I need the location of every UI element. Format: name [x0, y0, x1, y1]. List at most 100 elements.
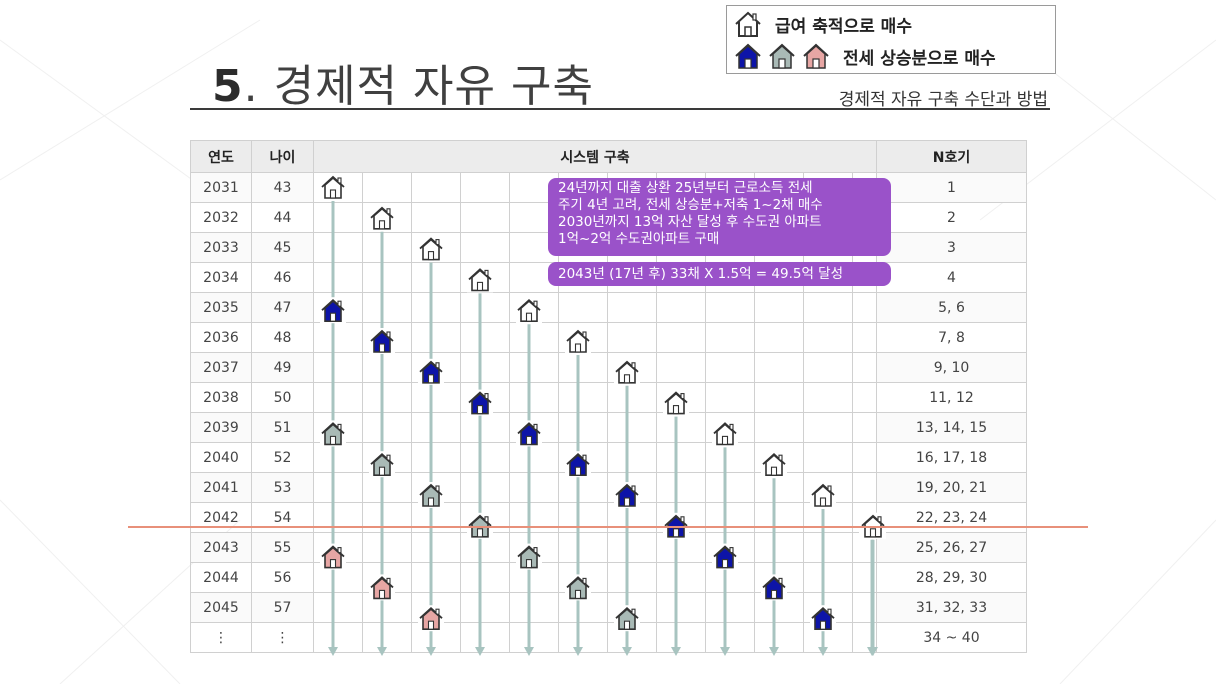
- cell-system: [607, 502, 657, 533]
- cell-year: 2045: [190, 592, 252, 623]
- cell-system: [509, 322, 559, 353]
- header-year: 연도: [190, 140, 252, 173]
- cell-system: [705, 442, 755, 473]
- cell-age: 56: [251, 562, 314, 593]
- cell-year: 2032: [190, 202, 252, 233]
- cell-system: [803, 412, 853, 443]
- cell-year: 2037: [190, 352, 252, 383]
- cell-system: [411, 622, 461, 653]
- cell-system: [852, 412, 877, 443]
- cell-system: [411, 382, 461, 413]
- cell-system: [852, 502, 877, 533]
- cell-system: [558, 412, 608, 443]
- legend-row-salary: 급여 축적으로 매수: [733, 9, 912, 39]
- cell-nth: 4: [876, 262, 1027, 293]
- cell-year: 2036: [190, 322, 252, 353]
- cell-system: [411, 472, 461, 503]
- cell-system: [852, 322, 877, 353]
- cell-system: [362, 262, 412, 293]
- cell-age: 44: [251, 202, 314, 233]
- cell-system: [705, 472, 755, 503]
- cell-year: 2038: [190, 382, 252, 413]
- cell-age: 53: [251, 472, 314, 503]
- cell-system: [705, 502, 755, 533]
- cell-year: ⋮: [190, 622, 252, 653]
- cell-system: [656, 442, 706, 473]
- legend-label-jeonse: 전세 상승분으로 매수: [843, 48, 996, 69]
- cell-system: [313, 532, 363, 563]
- house-outline-icon: [735, 11, 761, 37]
- cell-system: [852, 292, 877, 323]
- cell-system: [558, 322, 608, 353]
- cell-system: [411, 292, 461, 323]
- cell-system: [509, 622, 559, 653]
- cell-system: [607, 562, 657, 593]
- cell-system: [509, 382, 559, 413]
- cell-system: [754, 562, 804, 593]
- cell-system: [705, 352, 755, 383]
- cell-system: [754, 472, 804, 503]
- header-nth: N호기: [876, 140, 1027, 173]
- cell-system: [362, 172, 412, 203]
- table-row: 2039 51 13, 14, 15: [190, 412, 1027, 443]
- cell-system: [558, 472, 608, 503]
- cell-age: 45: [251, 232, 314, 263]
- cell-system: [656, 592, 706, 623]
- cell-system: [803, 442, 853, 473]
- house-blue-icon: [735, 43, 761, 69]
- cell-age: 57: [251, 592, 314, 623]
- cell-system: [460, 442, 510, 473]
- cell-year: 2031: [190, 172, 252, 203]
- cell-system: [558, 502, 608, 533]
- cell-system: [852, 622, 877, 653]
- cell-system: [558, 532, 608, 563]
- table-header-row: 연도 나이 시스템 구축 N호기: [190, 140, 1027, 173]
- cell-system: [460, 502, 510, 533]
- header-system: 시스템 구축: [313, 140, 877, 173]
- cell-system: [803, 352, 853, 383]
- cell-system: [313, 412, 363, 443]
- cell-system: [607, 622, 657, 653]
- cell-system: [509, 592, 559, 623]
- cell-system: [313, 562, 363, 593]
- cell-age: 52: [251, 442, 314, 473]
- cell-system: [803, 592, 853, 623]
- cell-system: [754, 412, 804, 443]
- cell-system: [852, 592, 877, 623]
- cell-nth: 22, 23, 24: [876, 502, 1027, 533]
- cell-system: [558, 562, 608, 593]
- cell-system: [558, 382, 608, 413]
- cell-system: [460, 262, 510, 293]
- cell-system: [460, 562, 510, 593]
- cell-system: [460, 622, 510, 653]
- table-row: 2037 49 9, 10: [190, 352, 1027, 383]
- title-text: . 경제적 자유 구축: [243, 61, 594, 112]
- legend: 급여 축적으로 매수 전세 상승분으로 매수: [726, 5, 1056, 74]
- cell-age: 47: [251, 292, 314, 323]
- cell-system: [509, 412, 559, 443]
- cell-nth: 19, 20, 21: [876, 472, 1027, 503]
- cell-system: [852, 442, 877, 473]
- cell-system: [607, 352, 657, 383]
- cell-system: [509, 562, 559, 593]
- cell-age: 55: [251, 532, 314, 563]
- cell-system: [362, 292, 412, 323]
- cell-system: [460, 472, 510, 503]
- cell-system: [313, 172, 363, 203]
- cell-system: [754, 622, 804, 653]
- cell-system: [803, 532, 853, 563]
- cell-system: [313, 202, 363, 233]
- cell-system: [411, 412, 461, 443]
- cell-system: [705, 532, 755, 563]
- cell-system: [362, 502, 412, 533]
- cell-system: [362, 622, 412, 653]
- strategy-note-line: 2030년까지 13억 자산 달성 후 수도권 아파트: [558, 214, 822, 230]
- table-row: 2043 55 25, 26, 27: [190, 532, 1027, 563]
- table-row: 2044 56 28, 29, 30: [190, 562, 1027, 593]
- cell-system: [411, 592, 461, 623]
- table-row: ⋮ ⋮ 34 ~ 40: [190, 622, 1027, 653]
- cell-system: [411, 352, 461, 383]
- cell-year: 2035: [190, 292, 252, 323]
- cell-system: [411, 532, 461, 563]
- cell-system: [362, 322, 412, 353]
